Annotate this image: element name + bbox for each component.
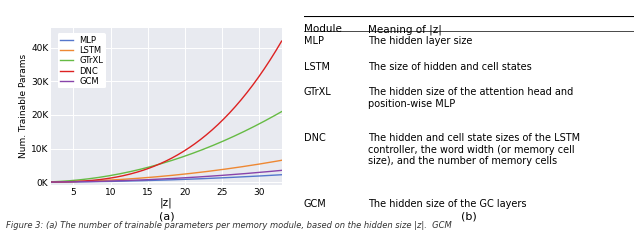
Legend: MLP, LSTM, GTrXL, DNC, GCM: MLP, LSTM, GTrXL, DNC, GCM	[58, 33, 106, 88]
MLP	[90, 180, 98, 183]
LSTM	[109, 179, 116, 181]
DNC	[90, 179, 98, 182]
LSTM	[56, 180, 64, 183]
Y-axis label: Num. Trainable Params: Num. Trainable Params	[19, 54, 28, 158]
LSTM	[90, 179, 98, 182]
GCM	[56, 181, 64, 183]
Text: Figure 3: (a) The number of trainable parameters per memory module, based on the: Figure 3: (a) The number of trainable pa…	[6, 221, 452, 230]
GCM	[278, 169, 285, 172]
Text: Meaning of |z|: Meaning of |z|	[368, 24, 442, 35]
Text: Module: Module	[304, 24, 342, 34]
LSTM	[278, 159, 285, 162]
Text: GCM: GCM	[304, 199, 327, 209]
DNC	[278, 40, 285, 43]
GTrXL	[109, 174, 116, 176]
Line: LSTM: LSTM	[51, 160, 282, 182]
Text: (b): (b)	[461, 212, 477, 222]
Text: (a): (a)	[159, 212, 174, 222]
Text: The hidden size of the GC layers: The hidden size of the GC layers	[368, 199, 527, 209]
Text: The hidden and cell state sizes of the LSTM
controller, the word width (or memor: The hidden and cell state sizes of the L…	[368, 133, 580, 166]
MLP	[258, 174, 266, 177]
DNC	[61, 180, 69, 183]
GTrXL	[278, 110, 285, 113]
GCM	[61, 181, 69, 183]
X-axis label: |z|: |z|	[160, 198, 173, 208]
GTrXL	[266, 117, 274, 119]
DNC	[258, 71, 266, 74]
Text: The size of hidden and cell states: The size of hidden and cell states	[368, 62, 532, 72]
LSTM	[266, 161, 274, 164]
GCM	[90, 180, 98, 183]
Line: GTrXL: GTrXL	[51, 112, 282, 182]
MLP	[56, 181, 64, 183]
GCM	[258, 171, 266, 173]
MLP	[47, 181, 55, 183]
GTrXL	[90, 177, 98, 179]
GCM	[47, 181, 55, 183]
Line: DNC: DNC	[51, 41, 282, 182]
DNC	[47, 181, 55, 183]
LSTM	[258, 162, 266, 165]
GTrXL	[56, 180, 64, 183]
GCM	[109, 179, 116, 182]
DNC	[56, 181, 64, 183]
GTrXL	[47, 180, 55, 183]
Text: DNC: DNC	[304, 133, 326, 143]
GTrXL	[61, 180, 69, 182]
Line: GCM: GCM	[51, 170, 282, 182]
Text: The hidden layer size: The hidden layer size	[368, 36, 473, 46]
MLP	[278, 173, 285, 176]
LSTM	[61, 180, 69, 183]
DNC	[266, 59, 274, 61]
LSTM	[47, 181, 55, 183]
Line: MLP: MLP	[51, 175, 282, 182]
Text: The hidden size of the attention head and
position-wise MLP: The hidden size of the attention head an…	[368, 87, 573, 109]
GCM	[266, 170, 274, 173]
MLP	[61, 181, 69, 183]
DNC	[109, 176, 116, 179]
MLP	[266, 174, 274, 177]
MLP	[109, 180, 116, 183]
Text: MLP: MLP	[304, 36, 324, 46]
Text: LSTM: LSTM	[304, 62, 330, 72]
GTrXL	[258, 121, 266, 124]
Text: GTrXL: GTrXL	[304, 87, 332, 97]
